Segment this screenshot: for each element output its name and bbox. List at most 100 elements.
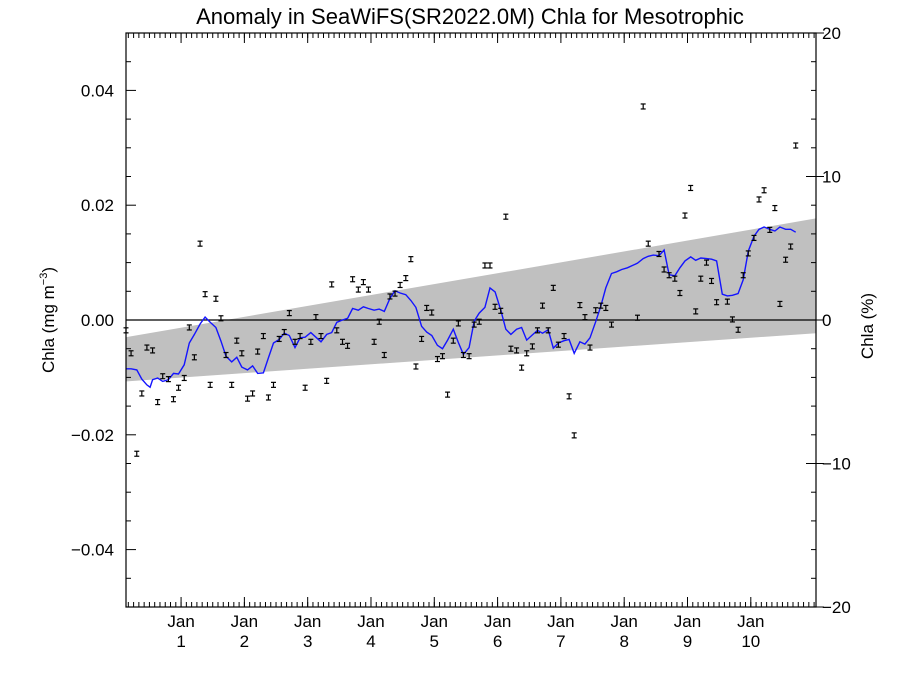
data-point <box>587 344 593 351</box>
data-point <box>709 277 715 285</box>
data-point <box>392 290 398 297</box>
data-point <box>281 328 287 336</box>
data-point <box>144 344 150 351</box>
data-point <box>445 391 451 398</box>
data-point <box>508 345 514 352</box>
data-point <box>345 342 351 349</box>
running-mean-layer <box>126 226 797 389</box>
data-point <box>555 341 561 348</box>
data-point <box>413 363 419 370</box>
data-points-layer <box>123 103 799 457</box>
data-point <box>529 343 535 350</box>
data-point <box>365 286 371 293</box>
data-point <box>561 332 567 340</box>
y-axis-label-close: ) <box>39 267 58 273</box>
data-point <box>181 374 187 382</box>
data-point <box>229 381 235 388</box>
data-point <box>191 354 197 361</box>
y2-tick-label: 10 <box>822 168 841 187</box>
data-point <box>724 298 730 305</box>
x-tick-label-month: Jan <box>737 612 764 631</box>
x-tick-label-month: Jan <box>484 612 511 631</box>
data-point <box>534 327 540 334</box>
x-tick-label-month: Jan <box>610 612 637 631</box>
data-point <box>666 272 672 279</box>
data-point <box>788 243 794 250</box>
data-point <box>150 347 156 354</box>
data-point <box>376 318 382 325</box>
y2-axis-label: Chla (%) <box>858 293 877 359</box>
data-point <box>471 321 477 328</box>
data-point <box>270 381 276 388</box>
x-tick-label-month: Jan <box>547 612 574 631</box>
data-point <box>381 351 387 359</box>
data-point <box>693 308 699 315</box>
data-point <box>455 320 461 327</box>
x-tick-label-year: 7 <box>556 632 565 651</box>
data-point <box>397 281 403 289</box>
data-point <box>688 184 694 192</box>
data-point <box>202 291 208 298</box>
data-point <box>519 364 525 371</box>
x-tick-label-year: 3 <box>303 632 312 651</box>
data-point <box>609 321 615 328</box>
data-point <box>265 394 271 401</box>
x-tick-label-year: 1 <box>176 632 185 651</box>
data-point <box>767 226 773 233</box>
data-point <box>429 309 435 316</box>
data-point <box>329 281 335 288</box>
data-point <box>350 276 356 283</box>
y-tick-label: −0.02 <box>71 426 114 445</box>
data-point <box>761 187 767 194</box>
data-point <box>440 353 446 360</box>
y-tick-label: 0.04 <box>81 81 114 100</box>
data-point <box>434 355 440 363</box>
y2-tick-label: 0 <box>822 311 831 330</box>
data-point <box>729 316 735 323</box>
data-point <box>313 314 319 321</box>
y2-tick-label: −20 <box>822 598 851 617</box>
data-point <box>640 103 646 110</box>
data-point <box>213 295 219 302</box>
data-point <box>371 338 377 345</box>
data-point <box>645 240 651 247</box>
data-point <box>492 303 498 310</box>
data-point <box>160 373 166 380</box>
data-point <box>593 307 599 314</box>
x-tick-label-month: Jan <box>674 612 701 631</box>
data-point <box>545 327 551 334</box>
x-tick-label-year: 5 <box>430 632 439 651</box>
data-point <box>661 266 667 273</box>
data-point <box>793 142 799 149</box>
data-point <box>577 301 583 309</box>
x-tick-label-year: 6 <box>493 632 502 651</box>
data-point <box>297 332 303 340</box>
axis-ticks: −0.04−0.020.000.020.04−20−1001020Jan1Jan… <box>71 24 851 651</box>
data-point <box>245 395 251 402</box>
data-point <box>582 314 588 321</box>
data-point <box>218 315 224 322</box>
data-point <box>186 324 192 331</box>
data-point <box>239 350 245 357</box>
data-point <box>302 384 308 391</box>
data-point <box>403 274 409 282</box>
x-tick-label-month: Jan <box>357 612 384 631</box>
data-point <box>197 240 203 247</box>
data-point <box>777 300 783 308</box>
data-point <box>387 293 393 300</box>
y-tick-label: 0.00 <box>81 311 114 330</box>
data-point <box>656 250 662 258</box>
data-point <box>450 337 456 344</box>
data-point <box>487 262 493 269</box>
y-axis-label-superscript: −3 <box>38 273 50 286</box>
data-point <box>634 314 640 321</box>
data-point <box>223 351 229 359</box>
data-point <box>735 326 741 333</box>
x-tick-label-year: 8 <box>619 632 628 651</box>
data-point <box>751 234 757 242</box>
x-tick-label-month: Jan <box>167 612 194 631</box>
chart-title: Anomaly in SeaWiFS(SR2022.0M) Chla for M… <box>196 4 744 29</box>
data-point <box>466 353 472 360</box>
data-point <box>460 351 466 359</box>
